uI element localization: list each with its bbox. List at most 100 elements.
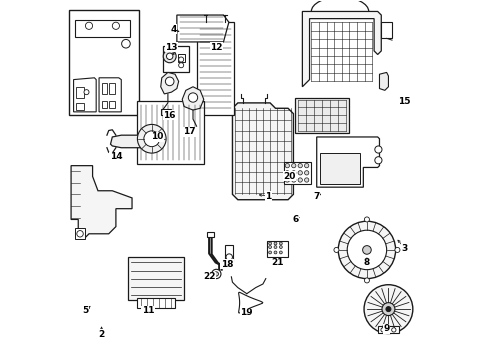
Text: 14: 14: [110, 152, 122, 161]
Circle shape: [386, 307, 391, 312]
Text: 7: 7: [314, 192, 320, 201]
Text: 11: 11: [142, 306, 154, 315]
Circle shape: [85, 22, 93, 30]
Circle shape: [298, 163, 302, 168]
Circle shape: [163, 50, 176, 63]
Circle shape: [381, 328, 385, 332]
Text: 10: 10: [151, 132, 163, 141]
Bar: [295, 98, 349, 134]
Circle shape: [292, 171, 296, 175]
Text: 16: 16: [164, 111, 176, 120]
Circle shape: [269, 246, 271, 248]
Bar: [163, 45, 190, 72]
Circle shape: [382, 303, 395, 316]
Circle shape: [298, 171, 302, 175]
Circle shape: [122, 40, 130, 48]
Circle shape: [365, 217, 369, 222]
Bar: [74, 228, 85, 239]
Bar: [177, 54, 185, 62]
Circle shape: [304, 178, 309, 182]
Circle shape: [298, 178, 302, 182]
Circle shape: [112, 22, 120, 30]
Circle shape: [364, 285, 413, 333]
Circle shape: [392, 328, 396, 332]
Polygon shape: [379, 72, 389, 90]
Bar: [109, 83, 115, 94]
Bar: [128, 257, 184, 300]
Text: 3: 3: [401, 244, 408, 253]
Text: 17: 17: [183, 127, 196, 136]
Bar: [76, 103, 84, 110]
Bar: [161, 109, 171, 116]
Text: 21: 21: [271, 258, 284, 267]
Text: 12: 12: [210, 43, 222, 52]
Text: 6: 6: [292, 215, 298, 224]
Text: 2: 2: [98, 330, 105, 339]
Circle shape: [279, 242, 282, 245]
Polygon shape: [177, 15, 229, 42]
Circle shape: [179, 57, 184, 62]
Polygon shape: [182, 87, 204, 110]
Polygon shape: [161, 72, 179, 94]
Text: 9: 9: [384, 324, 390, 333]
Circle shape: [144, 131, 160, 147]
Bar: [69, 10, 139, 116]
Circle shape: [285, 171, 290, 175]
Circle shape: [188, 93, 197, 102]
Bar: [381, 22, 392, 39]
Circle shape: [274, 251, 277, 254]
Bar: [76, 87, 84, 98]
Polygon shape: [99, 78, 122, 112]
Polygon shape: [74, 78, 96, 112]
Circle shape: [347, 230, 387, 270]
Text: 20: 20: [284, 172, 296, 181]
Circle shape: [279, 246, 282, 248]
Circle shape: [166, 77, 174, 86]
Polygon shape: [232, 103, 294, 200]
Text: 5: 5: [82, 306, 89, 315]
Circle shape: [214, 272, 219, 276]
Circle shape: [167, 53, 173, 59]
Circle shape: [226, 254, 232, 260]
Bar: [109, 101, 115, 108]
Circle shape: [363, 246, 371, 254]
Bar: [225, 244, 233, 261]
Circle shape: [179, 63, 184, 68]
Circle shape: [375, 146, 382, 153]
Circle shape: [292, 163, 296, 168]
Bar: [378, 326, 399, 333]
Circle shape: [274, 246, 277, 248]
Circle shape: [292, 178, 296, 182]
Circle shape: [84, 90, 89, 95]
Polygon shape: [317, 137, 379, 187]
Circle shape: [304, 163, 309, 168]
Circle shape: [212, 269, 221, 279]
Circle shape: [269, 242, 271, 245]
Circle shape: [365, 278, 369, 283]
Polygon shape: [302, 12, 381, 87]
Text: 15: 15: [398, 96, 411, 105]
Bar: [284, 162, 311, 184]
Circle shape: [285, 178, 290, 182]
Text: 22: 22: [203, 272, 216, 281]
Bar: [101, 83, 107, 94]
Circle shape: [395, 247, 400, 252]
Text: 8: 8: [364, 258, 370, 267]
Circle shape: [269, 251, 271, 254]
Text: 1: 1: [265, 192, 271, 201]
Circle shape: [137, 125, 166, 153]
Circle shape: [304, 171, 309, 175]
Circle shape: [285, 163, 290, 168]
Bar: [137, 298, 175, 309]
Circle shape: [77, 230, 83, 237]
Circle shape: [334, 247, 339, 252]
Bar: [207, 232, 214, 237]
Bar: [74, 21, 130, 37]
Text: 13: 13: [165, 43, 178, 52]
Text: 19: 19: [241, 308, 253, 317]
Bar: [196, 22, 234, 116]
Text: 4: 4: [170, 25, 176, 34]
Circle shape: [274, 242, 277, 245]
Bar: [101, 101, 107, 108]
Circle shape: [375, 157, 382, 164]
